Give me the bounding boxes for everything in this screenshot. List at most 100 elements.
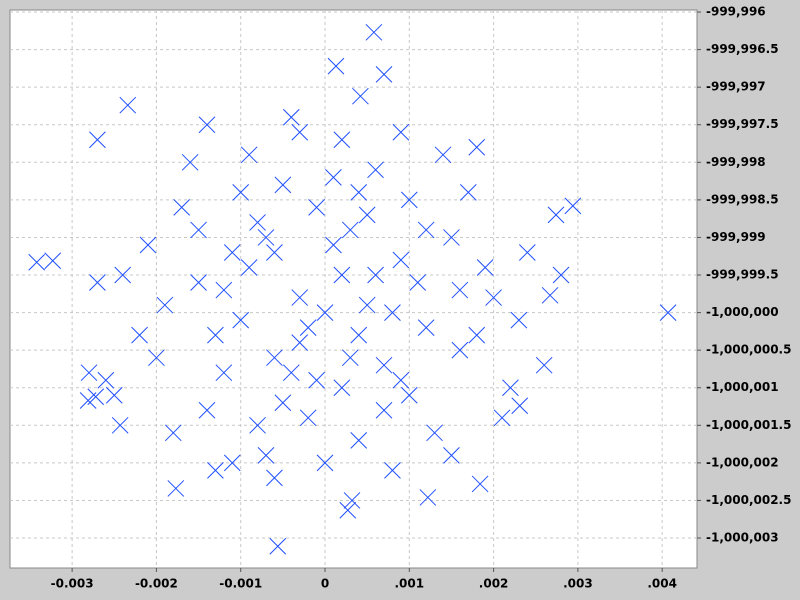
y-tick-label: -1,000,001.5 — [706, 418, 791, 432]
y-tick-label: -999,998.5 — [706, 192, 779, 206]
point — [333, 131, 351, 149]
point — [308, 199, 325, 216]
point — [215, 281, 233, 299]
point — [257, 447, 275, 464]
point — [443, 447, 460, 464]
point — [358, 206, 376, 224]
point — [384, 304, 401, 321]
point — [89, 274, 106, 291]
point — [87, 388, 105, 406]
point — [131, 326, 148, 344]
point — [365, 23, 383, 41]
point — [139, 236, 157, 254]
point — [367, 161, 384, 179]
point — [341, 221, 359, 239]
y-tick-label: -999,999 — [706, 230, 766, 244]
point — [510, 311, 528, 329]
point — [97, 371, 115, 389]
point — [198, 401, 216, 419]
point — [459, 184, 477, 201]
y-tick-label: -1,000,002 — [706, 455, 779, 469]
point — [333, 379, 351, 397]
point — [451, 281, 469, 299]
point — [350, 184, 368, 201]
point — [291, 123, 309, 141]
point — [392, 251, 410, 269]
point — [291, 289, 309, 306]
x-tick-label: -0.003 — [51, 577, 94, 591]
point — [400, 191, 418, 209]
point — [333, 266, 351, 284]
point — [384, 462, 401, 479]
point — [547, 206, 565, 224]
y-tick-label: -1,000,000.5 — [706, 343, 791, 357]
point — [485, 289, 502, 306]
point — [80, 364, 98, 382]
x-tick-label: .002 — [479, 577, 509, 591]
point — [316, 454, 334, 472]
point — [148, 349, 165, 367]
point — [511, 397, 529, 415]
point — [419, 489, 437, 506]
point — [468, 326, 486, 344]
point — [476, 259, 494, 276]
point — [111, 416, 129, 434]
point — [325, 168, 342, 186]
point — [493, 409, 511, 427]
point — [325, 236, 342, 254]
point — [44, 252, 62, 270]
point — [274, 394, 292, 412]
point — [502, 379, 519, 397]
point — [207, 462, 224, 479]
point — [471, 475, 489, 493]
point — [299, 409, 317, 427]
point — [269, 537, 287, 555]
point — [409, 274, 427, 291]
point — [316, 304, 334, 321]
point — [282, 108, 300, 126]
point — [350, 431, 368, 449]
x-tick-label: 0 — [321, 577, 329, 591]
y-tick-label: -1,000,002.5 — [706, 493, 791, 507]
x-tick-label: .001 — [394, 577, 424, 591]
point — [426, 424, 443, 442]
point — [105, 386, 123, 404]
y-tick-label: -1,000,000 — [706, 305, 779, 319]
point — [181, 153, 199, 171]
point — [343, 492, 361, 509]
point — [114, 266, 132, 284]
x-tick-label: -0.002 — [135, 577, 178, 591]
y-tick-label: -999,999.5 — [706, 268, 779, 282]
x-tick-label: .004 — [647, 577, 677, 591]
y-tick-label: -999,997 — [706, 80, 766, 94]
point — [358, 296, 376, 314]
y-tick-label: -999,996 — [706, 5, 766, 19]
point — [451, 341, 469, 359]
point — [400, 386, 418, 404]
point — [417, 221, 435, 239]
point — [341, 349, 359, 367]
x-tick-label: .003 — [563, 577, 593, 591]
point — [257, 229, 275, 246]
point — [249, 416, 266, 434]
point — [266, 244, 283, 261]
point — [173, 199, 191, 216]
point — [274, 176, 292, 194]
y-tick-label: -1,000,003 — [706, 531, 779, 545]
point — [198, 116, 216, 134]
point — [541, 286, 559, 304]
y-tick-label: -1,000,001 — [706, 380, 779, 394]
point — [350, 326, 368, 344]
point — [266, 349, 283, 367]
point — [156, 296, 174, 314]
point — [659, 304, 677, 321]
point — [119, 96, 137, 114]
point — [28, 253, 46, 271]
point — [552, 266, 570, 284]
point — [375, 356, 393, 374]
point — [291, 334, 309, 352]
point — [89, 131, 106, 149]
point — [535, 356, 553, 374]
point — [327, 57, 345, 75]
